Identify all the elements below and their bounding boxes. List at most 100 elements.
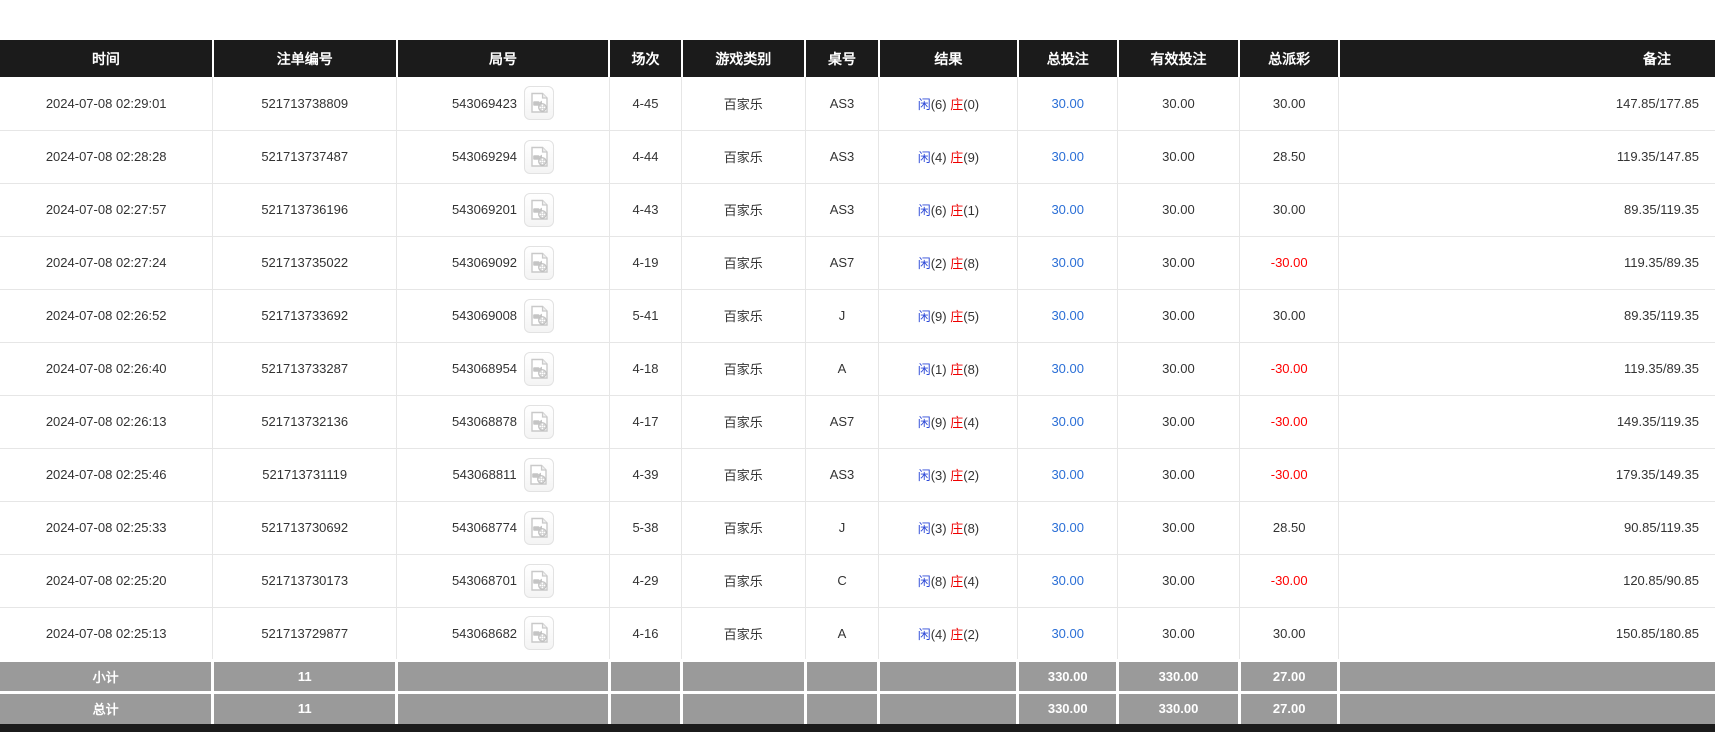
cell-result: 闲(4) 庄(2) xyxy=(878,607,1018,661)
table-row: 2024-07-08 02:25:20 521713730173 543068701… xyxy=(0,554,1715,608)
total-bet-amount[interactable]: 30.00 xyxy=(1051,255,1084,270)
cell-total-bet: 30.00 xyxy=(1017,395,1118,449)
total-bet-amount[interactable]: 30.00 xyxy=(1051,467,1084,482)
cell-round-id: 543068878 xyxy=(396,395,610,449)
cell-result: 闲(4) 庄(9) xyxy=(878,130,1018,184)
video-replay-button[interactable] xyxy=(524,245,555,280)
cell-bet-id: 521713730692 xyxy=(212,501,397,555)
cell-total-bet: 30.00 xyxy=(1017,554,1118,608)
result-player-score: (9) xyxy=(930,415,947,430)
cell-game-type: 百家乐 xyxy=(681,289,806,343)
round-number: 543068682 xyxy=(451,625,518,641)
result-banker-score: (5) xyxy=(963,309,980,324)
video-file-icon xyxy=(530,146,548,167)
result-player-score: (8) xyxy=(930,574,947,589)
video-file-icon xyxy=(530,252,548,273)
cell-time: 2024-07-08 02:26:40 xyxy=(0,342,213,396)
video-file-icon xyxy=(530,570,548,591)
video-file-icon xyxy=(530,464,547,485)
cell-session: 4-45 xyxy=(608,77,682,131)
result-player-score: (6) xyxy=(930,203,947,218)
video-replay-button[interactable] xyxy=(524,298,555,333)
cell-game-type: 百家乐 xyxy=(681,236,806,290)
cell-session: 4-44 xyxy=(608,130,682,184)
cell-valid-bet: 30.00 xyxy=(1117,554,1240,608)
cell-table-no: J xyxy=(804,501,879,555)
video-replay-button[interactable] xyxy=(524,510,555,545)
result-player-label: 闲 xyxy=(917,309,931,324)
total-row-cell-result xyxy=(877,690,1018,724)
cell-session: 4-39 xyxy=(608,448,682,502)
round-number: 543068701 xyxy=(451,573,518,588)
cell-result: 闲(3) 庄(2) xyxy=(878,448,1018,502)
video-replay-button[interactable] xyxy=(524,404,555,439)
cell-round-id: 543069201 xyxy=(396,183,610,237)
cell-game-type: 百家乐 xyxy=(681,501,806,555)
video-replay-button[interactable] xyxy=(524,139,555,174)
cell-game-type: 百家乐 xyxy=(681,183,806,237)
cell-result: 闲(8) 庄(4) xyxy=(878,554,1018,608)
subtotal-row-cell-payout: 27.00 xyxy=(1237,658,1339,692)
column-header-valid-bet: 有效投注 xyxy=(1116,40,1240,77)
cell-time: 2024-07-08 02:25:20 xyxy=(0,554,213,608)
result-player-label: 闲 xyxy=(917,203,931,218)
cell-payout: 30.00 xyxy=(1238,77,1339,131)
cell-remark: 89.35/119.35 xyxy=(1338,289,1715,343)
video-replay-button[interactable] xyxy=(524,351,555,386)
video-replay-button[interactable] xyxy=(524,192,555,227)
cell-game-type: 百家乐 xyxy=(681,554,806,608)
total-bet-amount[interactable]: 30.00 xyxy=(1051,414,1084,429)
total-bet-amount[interactable]: 30.00 xyxy=(1051,149,1084,164)
result-banker-label: 庄 xyxy=(950,203,964,218)
result-player-label: 闲 xyxy=(917,362,931,377)
round-number-wrap: 543068954 xyxy=(451,351,555,386)
total-bet-amount[interactable]: 30.00 xyxy=(1051,308,1084,323)
video-replay-button[interactable] xyxy=(524,563,555,598)
cell-remark: 147.85/177.85 xyxy=(1338,77,1715,131)
subtotal-row-cell-total-bet: 330.00 xyxy=(1016,658,1118,692)
result-banker-score: (0) xyxy=(963,96,980,112)
cell-session: 5-38 xyxy=(608,501,682,555)
round-number-wrap: 543069423 xyxy=(452,86,555,121)
cell-game-type: 百家乐 xyxy=(681,395,806,449)
total-bet-amount[interactable]: 30.00 xyxy=(1051,520,1084,535)
cell-round-id: 543068774 xyxy=(396,501,610,555)
table-row: 2024-07-08 02:25:13 521713729877 543068682… xyxy=(0,607,1715,661)
total-bet-amount[interactable]: 30.00 xyxy=(1051,95,1084,111)
cell-valid-bet: 30.00 xyxy=(1117,289,1240,343)
column-header-session: 场次 xyxy=(608,40,682,77)
column-header-total-bet: 总投注 xyxy=(1016,40,1118,77)
cell-table-no: AS3 xyxy=(804,448,879,502)
total-row-cell-time: 总计 xyxy=(0,690,213,724)
video-replay-button[interactable] xyxy=(523,457,554,492)
total-bet-amount[interactable]: 30.00 xyxy=(1051,625,1084,641)
round-number: 543068774 xyxy=(451,520,518,535)
round-number: 543068954 xyxy=(451,361,518,376)
video-replay-button[interactable] xyxy=(524,86,555,121)
subtotal-row-cell-time: 小计 xyxy=(0,658,213,692)
cell-table-no: A xyxy=(804,607,879,661)
cell-table-no: AS3 xyxy=(804,130,879,184)
video-file-icon xyxy=(530,411,548,432)
total-bet-amount[interactable]: 30.00 xyxy=(1051,361,1084,376)
cell-payout: -30.00 xyxy=(1238,236,1339,290)
cell-remark: 179.35/149.35 xyxy=(1338,448,1715,502)
video-replay-button[interactable] xyxy=(524,616,555,650)
result-player-score: (4) xyxy=(930,626,947,642)
round-number-wrap: 543068878 xyxy=(452,404,555,439)
round-number-wrap: 543068701 xyxy=(451,563,555,598)
cell-remark: 149.35/119.35 xyxy=(1338,395,1715,449)
cell-remark: 90.85/119.35 xyxy=(1338,501,1715,555)
cell-time: 2024-07-08 02:25:33 xyxy=(0,501,213,555)
result-player-score: (6) xyxy=(930,96,947,112)
table-row: 2024-07-08 02:26:40 521713733287 543068954… xyxy=(0,342,1715,396)
result-banker-label: 庄 xyxy=(950,574,964,589)
cell-total-bet: 30.00 xyxy=(1017,236,1118,290)
result-banker-score: (9) xyxy=(963,150,980,165)
result-player-label: 闲 xyxy=(917,574,931,589)
total-row-cell-valid-bet: 330.00 xyxy=(1116,690,1240,724)
cell-time: 2024-07-08 02:29:01 xyxy=(0,77,213,131)
total-bet-amount[interactable]: 30.00 xyxy=(1051,202,1084,217)
total-bet-amount[interactable]: 30.00 xyxy=(1051,573,1084,588)
cell-time: 2024-07-08 02:26:52 xyxy=(0,289,213,343)
